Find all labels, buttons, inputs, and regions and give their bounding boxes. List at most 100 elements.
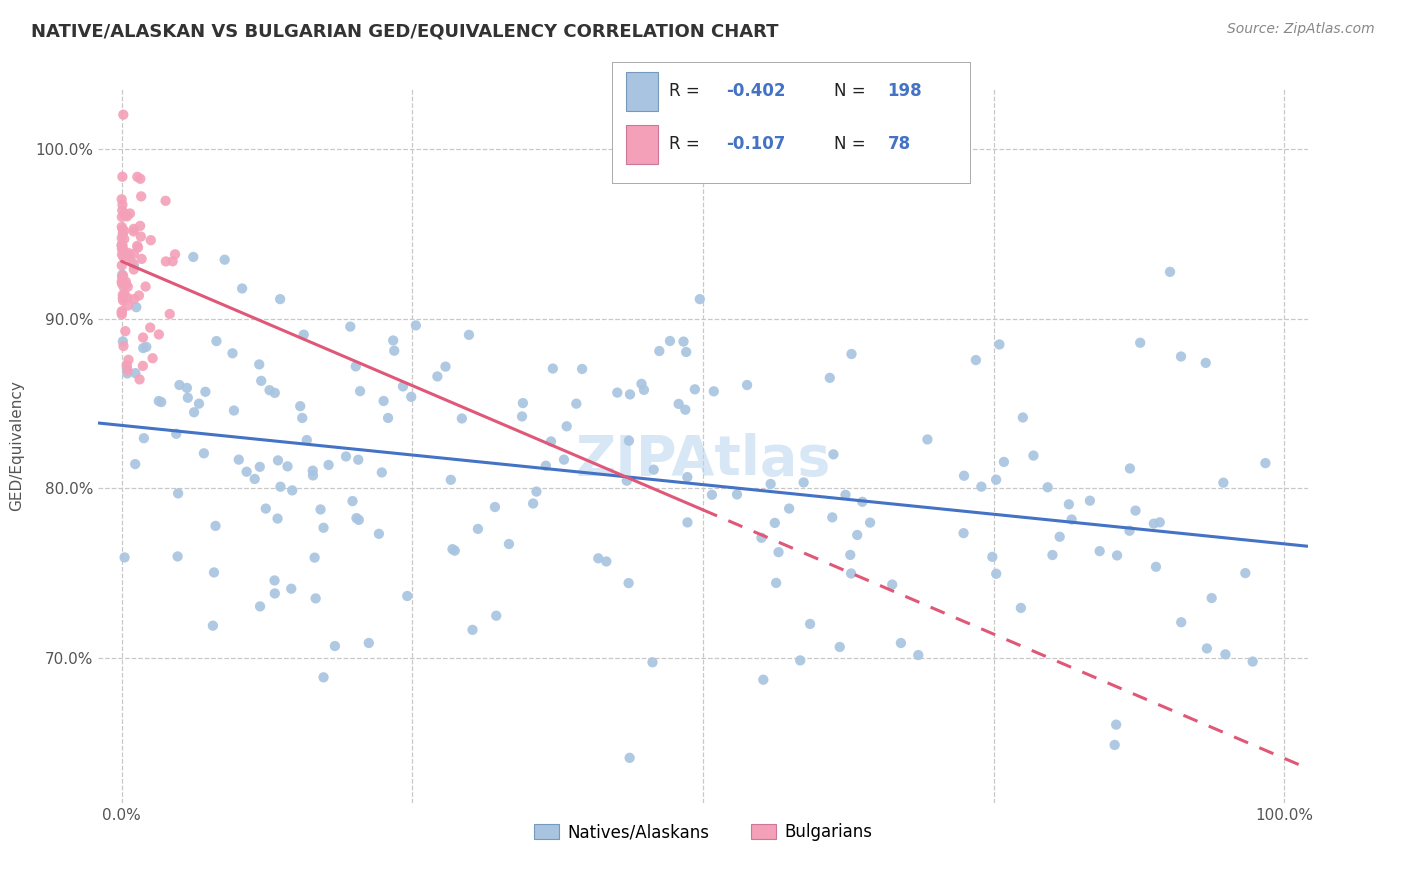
Point [970,480,993,494]
Point [1011,410,1033,425]
Point [588,551,610,566]
Point [128,372,150,386]
Text: -0.402: -0.402 [727,82,786,100]
Point [1149,516,1171,530]
Point [571,362,593,376]
Point [907,648,929,662]
Point [752,673,775,687]
Point [204,519,226,533]
Point [162,254,184,268]
Point [269,480,291,494]
Point [890,636,912,650]
Point [347,513,370,527]
Point [1195,356,1218,370]
Point [1118,524,1140,538]
Point [834,488,856,502]
Point [498,537,520,551]
Point [851,495,873,509]
Point [984,473,1007,487]
Point [122,246,145,260]
Point [312,670,335,684]
Point [1105,717,1128,731]
Point [1042,548,1064,562]
Point [512,396,534,410]
Point [111,276,134,290]
Point [112,232,135,246]
Point [357,636,380,650]
Point [266,511,288,525]
Point [443,543,465,558]
Point [768,545,790,559]
Point [112,280,135,294]
Point [117,352,139,367]
Text: R =: R = [669,82,700,100]
Point [619,751,641,765]
Point [450,411,472,425]
Point [676,516,699,530]
Point [167,486,190,500]
Point [222,403,245,417]
Point [132,341,155,355]
Point [534,458,557,473]
Point [117,249,139,263]
Text: N =: N = [834,136,866,153]
Point [115,277,138,292]
Point [117,367,139,381]
Point [112,250,135,264]
Point [349,384,371,399]
Point [689,292,711,306]
Point [111,288,134,302]
Point [630,376,652,391]
Point [169,378,191,392]
Point [111,231,134,245]
Point [117,246,139,260]
Point [405,318,427,333]
Point [112,293,135,308]
Point [165,426,187,441]
Point [122,262,145,277]
Point [111,222,134,236]
Text: ZIPAtlas: ZIPAtlas [575,434,831,487]
Point [132,330,155,344]
Point [142,351,165,366]
Point [250,374,273,388]
Point [467,522,489,536]
Point [111,247,134,261]
Point [339,319,361,334]
Point [235,465,257,479]
Point [986,566,1008,581]
Point [1036,480,1059,494]
Point [292,327,315,342]
Point [201,618,224,632]
Point [114,287,136,301]
Point [111,227,134,241]
Point [122,258,145,272]
Point [735,378,758,392]
Point [112,243,135,257]
Point [323,639,346,653]
Point [305,591,328,606]
Point [1060,512,1083,526]
Point [458,327,481,342]
Point [683,382,706,396]
Point [619,387,641,401]
Point [675,345,697,359]
Point [426,369,449,384]
Point [155,254,177,268]
Point [993,455,1015,469]
Point [112,339,135,353]
Point [606,385,628,400]
Point [1195,641,1218,656]
Point [117,299,139,313]
Point [254,501,277,516]
Point [1078,493,1101,508]
Point [309,502,332,516]
Point [371,466,394,480]
Point [249,599,271,614]
Point [725,487,748,501]
Text: -0.107: -0.107 [727,136,786,153]
Point [793,475,815,490]
Point [396,589,419,603]
Point [231,281,253,295]
Point [118,206,141,220]
